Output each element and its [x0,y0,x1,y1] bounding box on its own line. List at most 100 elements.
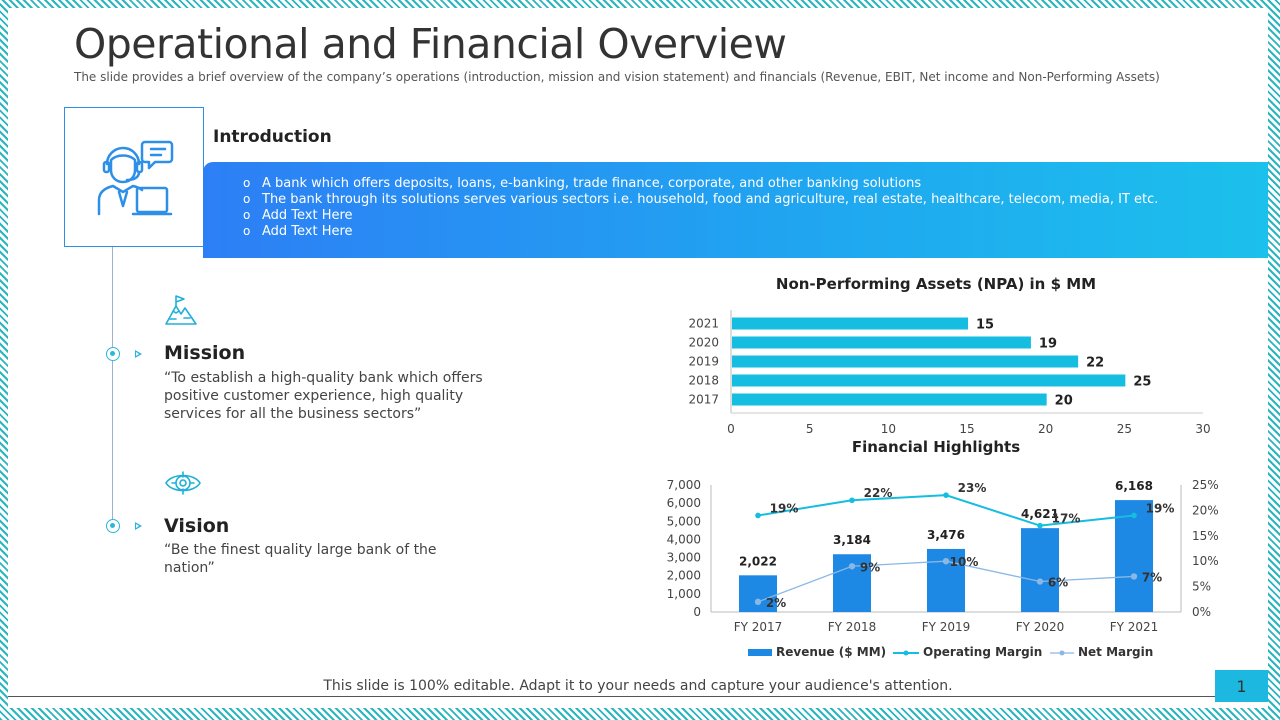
page-subtitle: The slide provides a brief overview of t… [74,70,1160,84]
mission-arrow-icon [135,350,142,358]
net-margin-point [754,598,762,606]
npa-bar [732,393,1047,406]
net-margin-data-label: 9% [860,560,880,574]
legend-operating-margin-label: Operating Margin [923,645,1042,659]
fin-right-tick-label: 10% [1192,554,1219,568]
operating-margin-point [1037,522,1043,529]
introduction-bullet: Add Text Here [243,207,1268,224]
fin-category-label: FY 2021 [1110,620,1159,634]
mission-title: Mission [164,342,246,364]
operating-margin-point [755,512,761,519]
introduction-band: A bank which offers deposits, loans, e-b… [203,162,1268,258]
fin-right-tick-label: 0% [1192,605,1211,619]
npa-category-label: 2018 [688,374,719,388]
fin-left-tick-label: 7,000 [667,478,701,492]
customer-service-agent-icon [97,140,174,216]
financial-highlights-chart: 0 1,000 2,000 3,000 4,000 5,000 6,000 7,000 0% 5%… [667,478,1219,659]
net-margin-data-label: 10% [950,555,979,569]
fin-category-label: FY 2018 [828,620,877,634]
introduction-icon-box [64,107,204,247]
fin-left-tick-label: 3,000 [667,551,701,565]
revenue-data-label: 3,476 [927,528,965,542]
net-margin-point [1130,573,1138,580]
vision-title: Vision [164,515,230,537]
npa-x-tick-label: 25 [1117,422,1132,436]
net-margin-point [1036,578,1044,585]
npa-x-tick-label: 0 [727,422,735,436]
revenue-data-label: 2,022 [739,554,777,568]
npa-bar [732,317,968,330]
revenue-bar [1021,528,1059,612]
operating-margin-data-label: 22% [864,486,893,500]
npa-bar [732,355,1079,368]
revenue-data-label: 3,184 [833,533,871,547]
financial-chart-title: Financial Highlights [851,438,1021,456]
legend-net-margin-marker [1059,650,1065,656]
fin-category-label: FY 2019 [922,620,971,634]
vision-text: “Be the finest quality large bank of the… [164,542,437,576]
fin-category-label: FY 2017 [734,620,783,634]
fin-left-tick-label: 0 [693,605,701,619]
legend-revenue-label: Revenue ($ MM) [776,645,886,659]
introduction-bullet-list: A bank which offers deposits, loans, e-b… [243,175,1268,240]
operating-margin-point [849,497,855,504]
slide: Operational and Financial Overview The s… [8,8,1268,708]
npa-bar-chart: 2021 15 2020 19 2019 22 2018 25 2017 20 0 5 10 15 20 25… [688,310,1211,436]
net-margin-point [942,558,950,565]
npa-bar [732,336,1031,349]
timeline-line [112,247,113,527]
fin-category-label: FY 2020 [1016,620,1065,634]
mission-text: “To establish a high-quality bank which … [164,370,483,422]
fin-left-tick-label: 1,000 [667,587,701,601]
operating-margin-data-label: 17% [1052,512,1081,526]
net-margin-point [848,563,856,570]
eye-target-icon [165,471,201,495]
npa-data-label: 20 [1055,394,1073,409]
fin-right-tick-label: 5% [1192,580,1211,594]
revenue-data-label: 4,621 [1021,507,1059,521]
fin-right-tick-label: 20% [1192,503,1219,517]
npa-data-label: 22 [1086,356,1104,371]
npa-data-label: 25 [1133,375,1151,390]
npa-bar [732,374,1126,387]
revenue-bar [1115,500,1153,612]
mission-timeline-dot [106,347,120,361]
net-margin-data-label: 2% [766,596,786,610]
fin-right-tick-label: 15% [1192,529,1219,543]
npa-data-label: 19 [1039,337,1057,352]
legend-net-margin-label: Net Margin [1078,645,1153,659]
npa-category-label: 2019 [688,355,719,369]
npa-x-tick-label: 10 [881,422,896,436]
vision-arrow-icon [135,522,142,530]
vision-timeline-dot [106,519,120,533]
mountain-flag-icon [165,295,197,325]
npa-category-label: 2020 [688,336,719,350]
introduction-title: Introduction [213,127,332,147]
npa-category-label: 2021 [688,317,719,331]
legend-revenue-swatch [748,649,772,656]
net-margin-data-label: 6% [1048,576,1068,590]
footer-divider [8,696,1215,697]
fin-left-tick-label: 5,000 [667,514,701,528]
introduction-bullet: The bank through its solutions serves va… [243,191,1268,208]
operating-margin-data-label: 19% [770,501,799,515]
fin-left-tick-label: 6,000 [667,496,701,510]
npa-x-tick-label: 20 [1038,422,1053,436]
npa-data-label: 15 [976,318,994,333]
fin-right-tick-label: 25% [1192,478,1219,492]
npa-x-tick-label: 5 [806,422,814,436]
footer-text: This slide is 100% editable. Adapt it to… [323,678,953,694]
npa-chart-title: Non-Performing Assets (NPA) in $ MM [775,275,1097,293]
operating-margin-data-label: 19% [1146,501,1175,515]
npa-category-label: 2017 [688,393,719,407]
page-title: Operational and Financial Overview [74,20,787,68]
fin-left-tick-label: 2,000 [667,569,701,583]
npa-x-tick-label: 30 [1195,422,1210,436]
revenue-bar [739,575,777,612]
revenue-data-label: 6,168 [1115,479,1153,493]
introduction-bullet: Add Text Here [243,223,1268,240]
operating-margin-point [943,492,949,498]
net-margin-data-label: 7% [1142,570,1162,584]
operating-margin-data-label: 23% [958,481,987,495]
legend-operating-margin-marker [903,650,909,656]
